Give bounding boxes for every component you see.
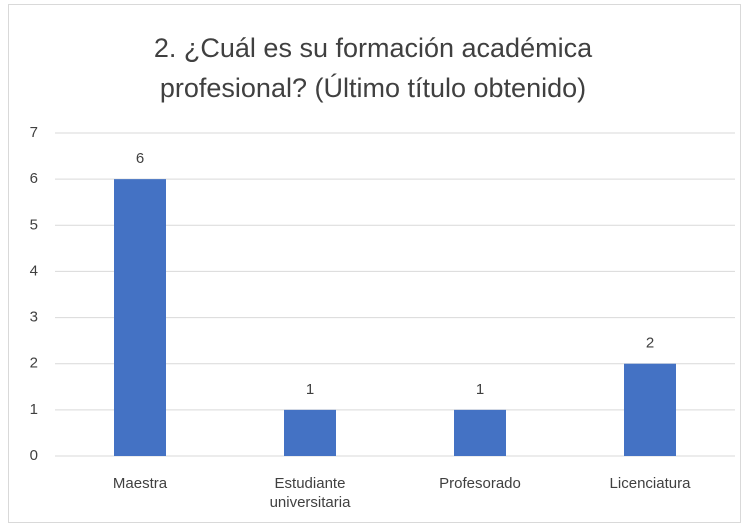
y-tick-label: 0	[30, 447, 38, 464]
bar	[114, 179, 166, 456]
x-tick-label: Estudiante universitaria	[269, 475, 351, 511]
data-label: 1	[476, 381, 484, 398]
chart-title: 2. ¿Cuál es su formación académica profe…	[153, 33, 593, 103]
bar	[454, 409, 506, 456]
y-tick-label: 1	[30, 401, 38, 418]
data-label: 2	[646, 335, 654, 352]
y-tick-label: 6	[30, 170, 38, 187]
bar	[624, 363, 676, 456]
y-tick-label: 4	[30, 262, 38, 279]
bar	[284, 409, 336, 456]
x-tick-label: Maestra	[112, 475, 168, 492]
data-label: 6	[136, 150, 144, 167]
y-tick-label: 3	[30, 309, 38, 326]
y-tick-label: 7	[30, 124, 38, 141]
y-tick-label: 5	[30, 216, 38, 233]
x-tick-label: Licenciatura	[609, 475, 691, 492]
y-tick-label: 2	[30, 355, 38, 372]
x-tick-label: Profesorado	[439, 475, 521, 492]
data-label: 1	[306, 381, 314, 398]
